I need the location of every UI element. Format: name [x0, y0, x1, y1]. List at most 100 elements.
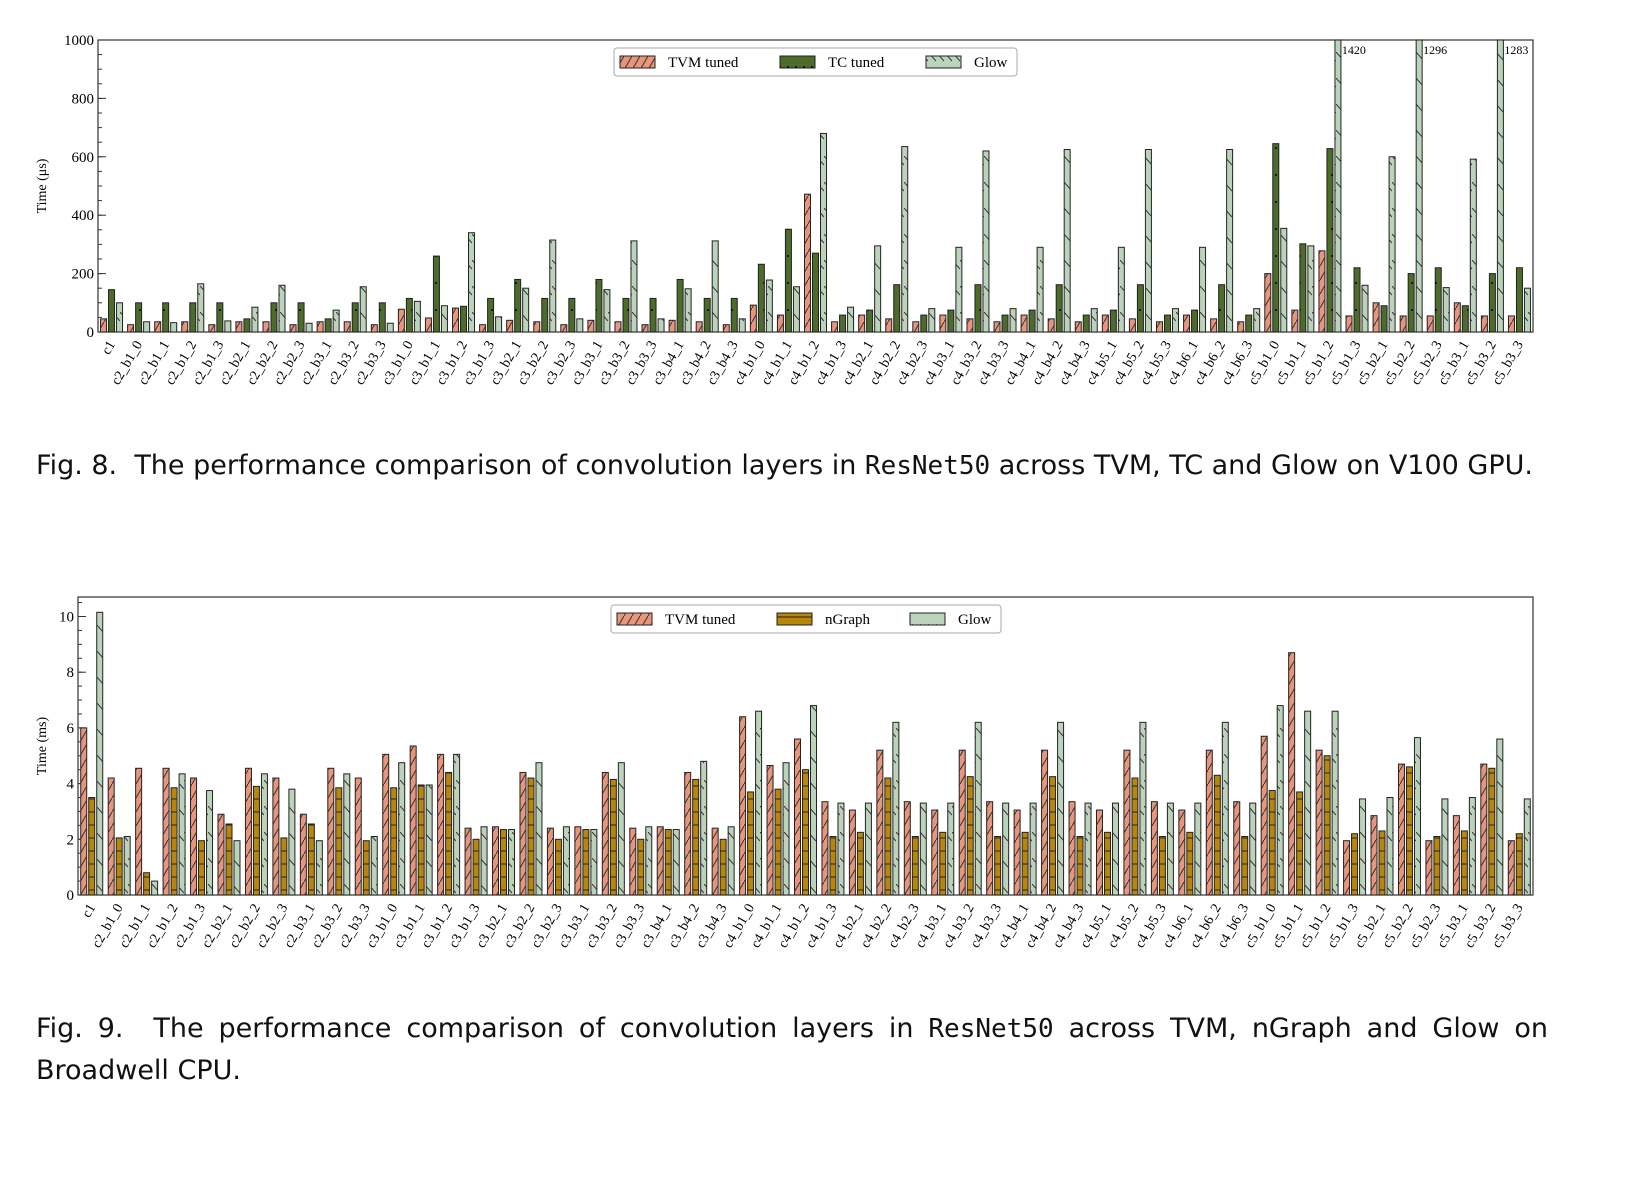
bar-hatch: [812, 253, 819, 332]
bar-hatch: [1496, 739, 1503, 895]
bar-hatch: [590, 829, 597, 895]
bar-hatch: [171, 787, 178, 895]
bar-hatch: [306, 323, 313, 332]
bar-hatch: [1508, 840, 1515, 895]
bar-hatch: [1112, 803, 1119, 895]
bar-hatch: [216, 302, 223, 332]
bar-hatch: [1296, 791, 1303, 895]
bar-hatch: [1326, 148, 1333, 332]
bar-hatch: [363, 840, 370, 895]
bar-hatch: [622, 298, 629, 332]
bar-hatch: [595, 279, 602, 332]
bar-hatch: [1022, 832, 1029, 895]
bar-hatch: [1381, 305, 1388, 332]
bar-hatch: [382, 754, 389, 895]
bar-hatch: [398, 309, 405, 332]
bar-hatch: [390, 787, 397, 895]
bar-hatch: [785, 229, 792, 332]
bar-hatch: [967, 776, 974, 895]
bar-hatch: [587, 320, 594, 332]
bar-hatch: [939, 832, 946, 895]
bar-overflow-label: 1420: [1342, 43, 1366, 57]
bar-hatch: [1145, 149, 1152, 332]
legend-swatch-hatch: [620, 56, 655, 68]
bar-hatch: [1057, 722, 1064, 895]
bar-hatch: [700, 761, 707, 895]
bar-hatch: [820, 133, 827, 332]
bar-hatch: [1029, 310, 1036, 332]
bar-hatch: [673, 829, 680, 895]
bar-hatch: [1516, 267, 1523, 332]
bar-hatch: [208, 324, 215, 332]
bar-hatch: [614, 321, 621, 332]
y-tick-label: 4: [67, 777, 75, 793]
bar-hatch: [425, 317, 432, 332]
bar-hatch: [1433, 836, 1440, 895]
bar-hatch: [696, 321, 703, 332]
bar-hatch: [610, 779, 617, 895]
bar-hatch: [1524, 798, 1531, 895]
bar-hatch: [857, 832, 864, 895]
bar-hatch: [1489, 273, 1496, 332]
bar-hatch: [317, 321, 324, 332]
bar-hatch: [1264, 273, 1271, 332]
bar-hatch: [492, 826, 499, 895]
bar-hatch: [1359, 798, 1366, 895]
bar-hatch: [272, 778, 279, 895]
y-tick-label: 2: [67, 832, 75, 848]
legend-swatch-hatch: [780, 56, 815, 68]
bar-hatch: [308, 823, 315, 895]
bar-hatch: [777, 315, 784, 332]
bar-hatch: [465, 828, 472, 895]
bar-hatch: [1118, 247, 1125, 332]
bar-hatch: [758, 264, 765, 332]
bar-hatch: [1030, 803, 1037, 895]
bar-hatch: [535, 762, 542, 895]
bar-hatch: [1307, 245, 1314, 332]
bar-hatch: [739, 716, 746, 895]
bar-hatch: [154, 321, 161, 332]
bar-hatch: [829, 836, 836, 895]
figure-9-caption: Fig. 9. The performance comparison of co…: [36, 1008, 1548, 1092]
bar-hatch: [441, 305, 448, 332]
bar-hatch: [245, 768, 252, 895]
bar-hatch: [1299, 243, 1306, 332]
bar-hatch: [684, 772, 691, 895]
bar-hatch: [190, 778, 197, 895]
bar-hatch: [966, 318, 973, 332]
bar-hatch: [387, 323, 394, 332]
bar-hatch: [189, 302, 196, 332]
bar-hatch: [1091, 308, 1098, 332]
bar-hatch: [892, 722, 899, 895]
bar-hatch: [986, 801, 993, 895]
bar-hatch: [847, 307, 854, 332]
bar-hatch: [251, 307, 258, 332]
bar-hatch: [290, 324, 297, 332]
bar-hatch: [1237, 321, 1244, 332]
bar-hatch: [108, 289, 115, 332]
legend-swatch-hatch: [926, 56, 961, 68]
bar-hatch: [677, 279, 684, 332]
bar-hatch: [1199, 247, 1206, 332]
bar-hatch: [1131, 778, 1138, 895]
bar-hatch: [839, 315, 846, 332]
bar-hatch: [1277, 705, 1284, 895]
legend-label: TVM tuned: [665, 612, 736, 628]
bar-hatch: [1379, 830, 1386, 895]
bar-hatch: [433, 256, 440, 332]
bar-hatch: [802, 769, 809, 895]
bar-hatch: [912, 836, 919, 895]
bar-hatch: [1037, 247, 1044, 332]
bar-hatch: [1249, 803, 1256, 895]
bar-hatch: [225, 823, 232, 895]
bar-hatch: [775, 789, 782, 895]
bar-hatch: [1075, 321, 1082, 332]
legend-label: Glow: [958, 612, 992, 628]
bar-hatch: [731, 298, 738, 332]
bar-hatch: [360, 286, 367, 332]
bar-hatch: [135, 768, 142, 895]
bar-hatch: [1470, 159, 1477, 332]
bar-hatch: [821, 801, 828, 895]
bar-hatch: [371, 324, 378, 332]
